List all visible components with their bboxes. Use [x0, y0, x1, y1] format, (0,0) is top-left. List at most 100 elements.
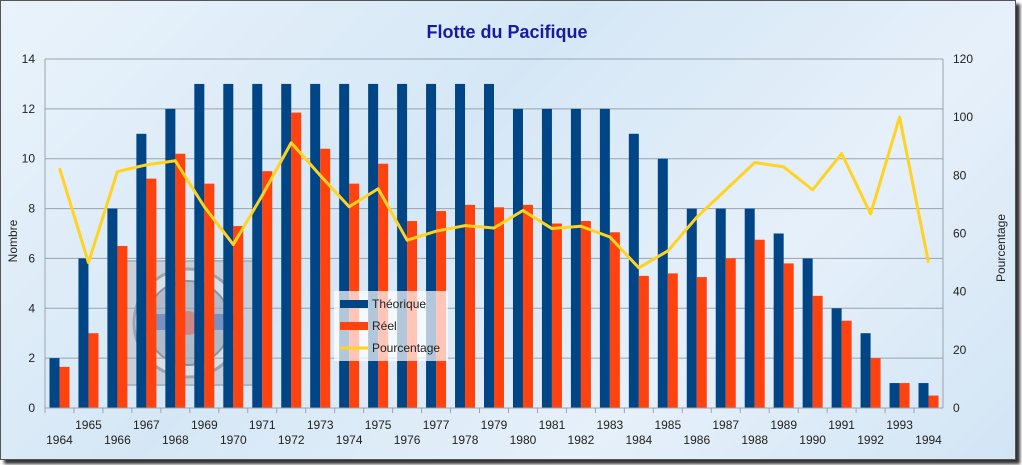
bar-reel	[320, 148, 331, 408]
axes: 0246810121402040608010012019641965196619…	[22, 52, 974, 447]
y-axis-label: Nombre	[6, 219, 20, 262]
y-tick-label: 4	[28, 301, 35, 315]
bar-theorique	[49, 358, 60, 408]
legend-swatch	[340, 322, 368, 330]
bar-reel	[378, 163, 389, 408]
x-tick-label: 1990	[799, 433, 826, 447]
bar-theorique	[918, 383, 929, 408]
x-tick-label: 1976	[394, 433, 421, 447]
bar-theorique	[686, 208, 697, 408]
x-tick-label: 1988	[741, 433, 768, 447]
bar-theorique	[397, 83, 408, 408]
bar-reel	[522, 204, 533, 408]
x-tick-label: 1975	[365, 418, 392, 432]
bar-reel	[117, 245, 128, 408]
bar-reel	[667, 273, 678, 408]
y-tick-label: 0	[28, 401, 35, 415]
y2-tick-label: 40	[953, 285, 967, 299]
bar-theorique	[541, 108, 552, 408]
y-tick-label: 14	[22, 52, 36, 66]
x-tick-label: 1992	[857, 433, 884, 447]
y2-tick-label: 100	[953, 110, 973, 124]
x-tick-label: 1967	[133, 418, 160, 432]
chart: 0246810121402040608010012019641965196619…	[6, 22, 1008, 447]
x-tick-label: 1966	[104, 433, 131, 447]
legend: Théorique Réel Pourcentage	[334, 291, 448, 361]
bar-theorique	[223, 83, 234, 408]
bar-theorique	[78, 258, 89, 408]
bar-reel	[609, 232, 620, 408]
bar-reel	[204, 183, 215, 408]
bar-reel	[783, 263, 794, 408]
bar-reel	[494, 207, 504, 408]
chart-title: Flotte du Pacifique	[426, 22, 587, 42]
bar-theorique	[194, 83, 205, 408]
bar-theorique	[368, 83, 379, 408]
bar-reel	[262, 171, 273, 408]
legend-label: Réel	[372, 319, 397, 333]
bar-theorique	[484, 83, 494, 408]
legend-swatch	[340, 300, 368, 308]
x-tick-label: 1981	[539, 418, 566, 432]
x-tick-label: 1986	[683, 433, 710, 447]
y2-tick-label: 0	[953, 401, 960, 415]
bar-theorique	[136, 133, 147, 409]
bar-theorique	[773, 233, 784, 408]
y2-tick-label: 80	[953, 168, 967, 182]
y2-tick-label: 20	[953, 343, 967, 357]
bar-reel	[233, 226, 244, 408]
bar-theorique	[281, 83, 292, 408]
x-tick-label: 1987	[712, 418, 739, 432]
x-tick-label: 1969	[191, 418, 218, 432]
bar-reel	[175, 153, 186, 408]
x-tick-label: 1973	[307, 418, 334, 432]
x-tick-label: 1991	[828, 418, 855, 432]
bar-theorique	[107, 208, 118, 408]
bar-series	[49, 83, 939, 409]
y2-tick-label: 120	[953, 52, 973, 66]
x-tick-label: 1968	[162, 433, 189, 447]
x-tick-label: 1977	[423, 418, 450, 432]
bar-theorique	[310, 83, 321, 408]
x-tick-label: 1978	[452, 433, 479, 447]
bar-reel	[870, 358, 881, 408]
x-tick-label: 1971	[249, 418, 276, 432]
y-tick-label: 12	[22, 102, 36, 116]
x-tick-label: 1985	[654, 418, 681, 432]
legend-label: Théorique	[372, 297, 426, 311]
y-tick-label: 8	[28, 202, 35, 216]
x-tick-label: 1964	[46, 433, 73, 447]
x-tick-label: 1989	[770, 418, 797, 432]
x-tick-label: 1982	[568, 433, 595, 447]
bar-theorique	[831, 308, 842, 408]
bar-reel	[291, 112, 302, 408]
bar-theorique	[802, 258, 813, 408]
x-tick-label: 1979	[481, 418, 508, 432]
bar-reel	[88, 333, 99, 408]
x-tick-label: 1972	[278, 433, 305, 447]
bar-reel	[146, 178, 157, 408]
bar-reel	[754, 239, 765, 408]
x-tick-label: 1994	[915, 433, 942, 447]
bar-reel	[841, 320, 852, 408]
x-tick-label: 1965	[75, 418, 102, 432]
bar-theorique	[657, 158, 668, 408]
x-tick-label: 1980	[510, 433, 537, 447]
bar-theorique	[744, 208, 755, 408]
bar-reel	[725, 258, 736, 408]
bar-theorique	[426, 83, 437, 408]
y-tick-label: 2	[28, 351, 35, 365]
y-tick-label: 10	[22, 152, 36, 166]
x-tick-label: 1970	[220, 433, 247, 447]
x-tick-label: 1974	[336, 433, 363, 447]
x-tick-label: 1984	[625, 433, 652, 447]
x-tick-label: 1983	[597, 418, 624, 432]
bar-theorique	[455, 83, 466, 408]
bar-reel	[551, 223, 562, 408]
bar-theorique	[339, 83, 350, 408]
y2-axis-label: Pourcentage	[994, 214, 1008, 282]
bar-reel	[580, 221, 591, 408]
legend-label: Pourcentage	[372, 341, 440, 355]
bar-theorique	[165, 108, 176, 408]
bar-reel	[59, 366, 70, 408]
